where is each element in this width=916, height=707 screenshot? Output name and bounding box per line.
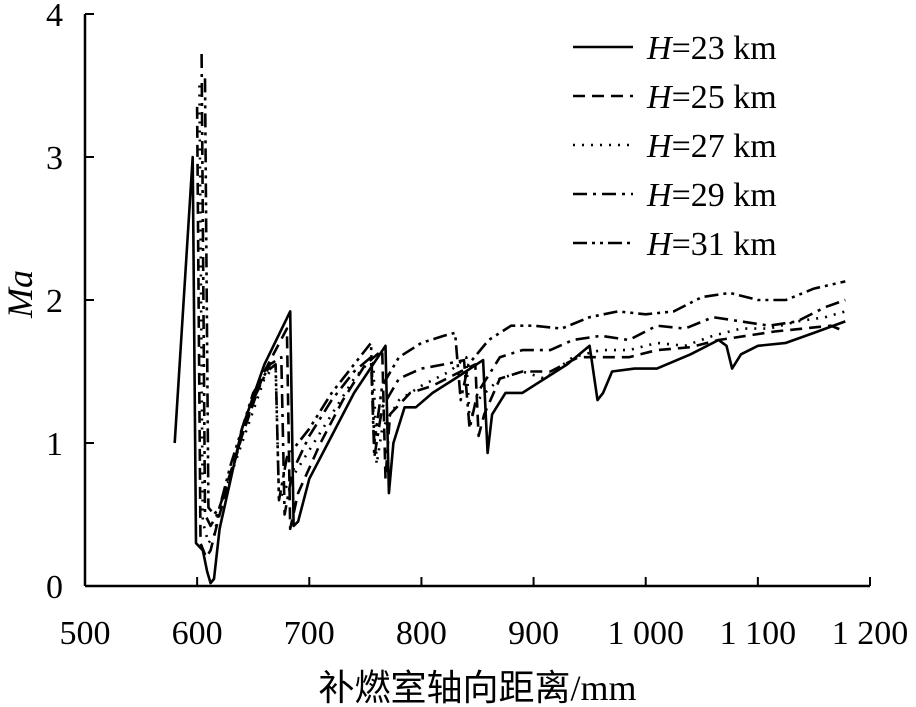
x-axis-title: 补燃室轴向距离/mm xyxy=(318,668,636,707)
x-tick-label: 700 xyxy=(284,615,335,652)
legend-label-variable: H xyxy=(646,226,674,263)
legend-label-variable: H xyxy=(646,177,674,214)
legend-label-2: H=25 km xyxy=(646,79,777,116)
x-tick-label: 800 xyxy=(396,615,447,652)
legend-label-variable: H xyxy=(646,128,674,165)
legend-label-value: =27 km xyxy=(672,128,777,165)
y-tick-label: 4 xyxy=(46,0,63,34)
x-tick-label: 1 100 xyxy=(720,615,797,652)
legend-label-variable: H xyxy=(646,30,674,67)
x-tick-label: 600 xyxy=(172,615,223,652)
series-line-5 xyxy=(203,78,846,516)
legend-label-value: =29 km xyxy=(672,177,777,214)
legend-label-value: =25 km xyxy=(672,79,777,116)
x-axis-ticks: 500 600 700 800 900 1 000 1 100 1 200 xyxy=(60,577,909,652)
series-line-3 xyxy=(198,85,846,545)
series-line-2 xyxy=(195,106,846,559)
legend: H=23 kmH=25 kmH=27 kmH=29 kmH=31 km xyxy=(573,30,777,263)
legend-label-value: =23 km xyxy=(672,30,777,67)
y-axis-ticks: 0 1 2 3 4 xyxy=(46,0,94,606)
legend-label-5: H=31 km xyxy=(646,226,777,263)
series-line-1 xyxy=(173,155,846,585)
series-line-4 xyxy=(200,53,846,528)
y-tick-label: 0 xyxy=(46,569,63,606)
series-layer xyxy=(173,53,846,585)
legend-label-4: H=29 km xyxy=(646,177,777,214)
x-tick-label: 900 xyxy=(508,615,559,652)
legend-label-1: H=23 km xyxy=(646,30,777,67)
y-tick-label: 3 xyxy=(46,140,63,177)
y-tick-label: 2 xyxy=(46,283,63,320)
legend-label-variable: H xyxy=(646,79,674,116)
legend-label-value: =31 km xyxy=(672,226,777,263)
x-tick-label: 500 xyxy=(60,615,111,652)
legend-label-3: H=27 km xyxy=(646,128,777,165)
x-tick-label: 1 200 xyxy=(832,615,909,652)
y-axis-title: Ma xyxy=(0,270,40,319)
x-tick-label: 1 000 xyxy=(607,615,684,652)
y-tick-label: 1 xyxy=(46,426,63,463)
